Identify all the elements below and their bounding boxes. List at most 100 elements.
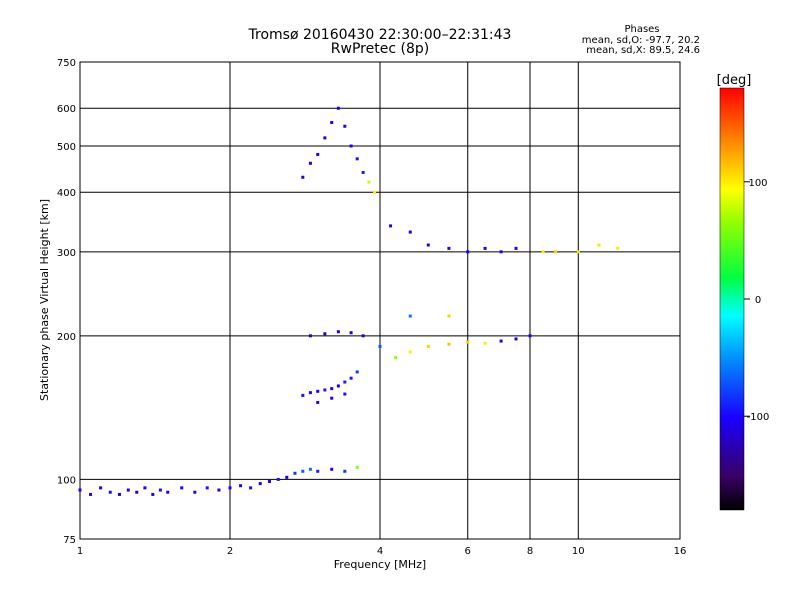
data-point bbox=[426, 243, 430, 247]
data-point bbox=[483, 246, 487, 250]
data-point bbox=[126, 488, 130, 492]
data-point bbox=[249, 486, 253, 490]
data-point bbox=[99, 486, 103, 490]
data-point bbox=[378, 344, 382, 348]
stats-heading: Phases bbox=[624, 24, 659, 35]
data-point bbox=[355, 157, 359, 161]
x-tick-label: 1 bbox=[77, 546, 83, 557]
tick-labels: 1 2 4 6 8 10 16 75 100 200 300 400 500 600 750 bbox=[57, 58, 686, 557]
data-point bbox=[408, 314, 412, 318]
data-point bbox=[323, 136, 327, 140]
data-point bbox=[408, 230, 412, 234]
data-point bbox=[239, 484, 243, 488]
data-point bbox=[308, 161, 312, 165]
data-point bbox=[597, 243, 601, 247]
data-point bbox=[514, 246, 518, 250]
data-point bbox=[466, 250, 470, 254]
data-point bbox=[361, 170, 365, 174]
data-point bbox=[541, 250, 545, 254]
data-point bbox=[158, 488, 162, 492]
data-point bbox=[336, 330, 340, 334]
data-point bbox=[355, 465, 359, 469]
data-point bbox=[117, 492, 121, 496]
data-point bbox=[258, 482, 262, 486]
data-point bbox=[108, 490, 112, 494]
data-point bbox=[308, 467, 312, 471]
chart-title: Tromsø 20160430 22:30:00–22:31:43 bbox=[248, 27, 512, 43]
y-tick-label: 600 bbox=[57, 104, 76, 115]
data-point bbox=[447, 314, 451, 318]
data-point bbox=[217, 488, 221, 492]
stats-line-x: mean, sd,X: 89.5, 24.6 bbox=[586, 45, 700, 56]
data-point bbox=[267, 479, 271, 483]
data-point bbox=[349, 376, 353, 380]
x-axis-label: Frequency [MHz] bbox=[334, 558, 426, 571]
x-tick-label: 16 bbox=[674, 546, 687, 557]
data-point bbox=[553, 250, 557, 254]
data-point bbox=[193, 490, 197, 494]
data-point bbox=[316, 389, 320, 393]
y-tick-label: 100 bbox=[57, 475, 76, 486]
data-point bbox=[343, 124, 347, 128]
data-point bbox=[143, 486, 147, 490]
data-point bbox=[528, 334, 532, 338]
data-point bbox=[316, 400, 320, 404]
colorbar-tick-label: -100 bbox=[747, 412, 770, 423]
data-point bbox=[394, 356, 398, 360]
data-point bbox=[308, 391, 312, 395]
data-point bbox=[426, 344, 430, 348]
data-point bbox=[330, 467, 334, 471]
data-point bbox=[389, 224, 393, 228]
data-point bbox=[301, 469, 305, 473]
data-point bbox=[343, 392, 347, 396]
colorbar-ticks: 100 0 -100 bbox=[744, 178, 769, 423]
data-point bbox=[408, 350, 412, 354]
colorbar bbox=[719, 87, 745, 511]
data-point bbox=[483, 341, 487, 345]
y-tick-label: 750 bbox=[57, 58, 76, 69]
data-point bbox=[355, 370, 359, 374]
data-point bbox=[316, 152, 320, 156]
data-point bbox=[89, 492, 93, 496]
data-point bbox=[166, 490, 170, 494]
data-point bbox=[330, 387, 334, 391]
data-point bbox=[336, 384, 340, 388]
data-point bbox=[323, 388, 327, 392]
colorbar-tick-label: 100 bbox=[748, 178, 767, 189]
data-point bbox=[330, 396, 334, 400]
y-tick-label: 75 bbox=[63, 535, 76, 546]
data-point bbox=[135, 490, 139, 494]
x-tick-label: 8 bbox=[527, 546, 533, 557]
data-point bbox=[466, 340, 470, 344]
data-point bbox=[78, 488, 82, 492]
data-point bbox=[343, 380, 347, 384]
chart-subtitle: RwPretec (8p) bbox=[331, 41, 429, 57]
data-point bbox=[301, 393, 305, 397]
data-point bbox=[616, 246, 620, 250]
data-point bbox=[323, 332, 327, 336]
y-tick-label: 200 bbox=[57, 332, 76, 343]
y-axis-label: Stationary phase Virtual Height [km] bbox=[38, 199, 51, 401]
data-point bbox=[301, 175, 305, 179]
x-tick-label: 6 bbox=[465, 546, 471, 557]
data-point bbox=[228, 486, 232, 490]
colorbar-tick-label: 0 bbox=[755, 295, 761, 306]
x-tick-label: 10 bbox=[572, 546, 585, 557]
data-point bbox=[205, 486, 209, 490]
data-point bbox=[361, 334, 365, 338]
data-point bbox=[373, 190, 377, 194]
data-point bbox=[514, 337, 518, 341]
data-point bbox=[285, 475, 289, 479]
y-tick-label: 300 bbox=[57, 248, 76, 259]
data-point bbox=[293, 471, 297, 475]
y-tick-label: 400 bbox=[57, 188, 76, 199]
data-point bbox=[499, 250, 503, 254]
data-points bbox=[78, 106, 620, 496]
data-point bbox=[276, 477, 280, 481]
stats-line-o: mean, sd,O: -97.7, 20.2 bbox=[582, 35, 700, 46]
data-point bbox=[447, 246, 451, 250]
data-point bbox=[308, 334, 312, 338]
data-point bbox=[367, 180, 371, 184]
data-point bbox=[349, 331, 353, 335]
